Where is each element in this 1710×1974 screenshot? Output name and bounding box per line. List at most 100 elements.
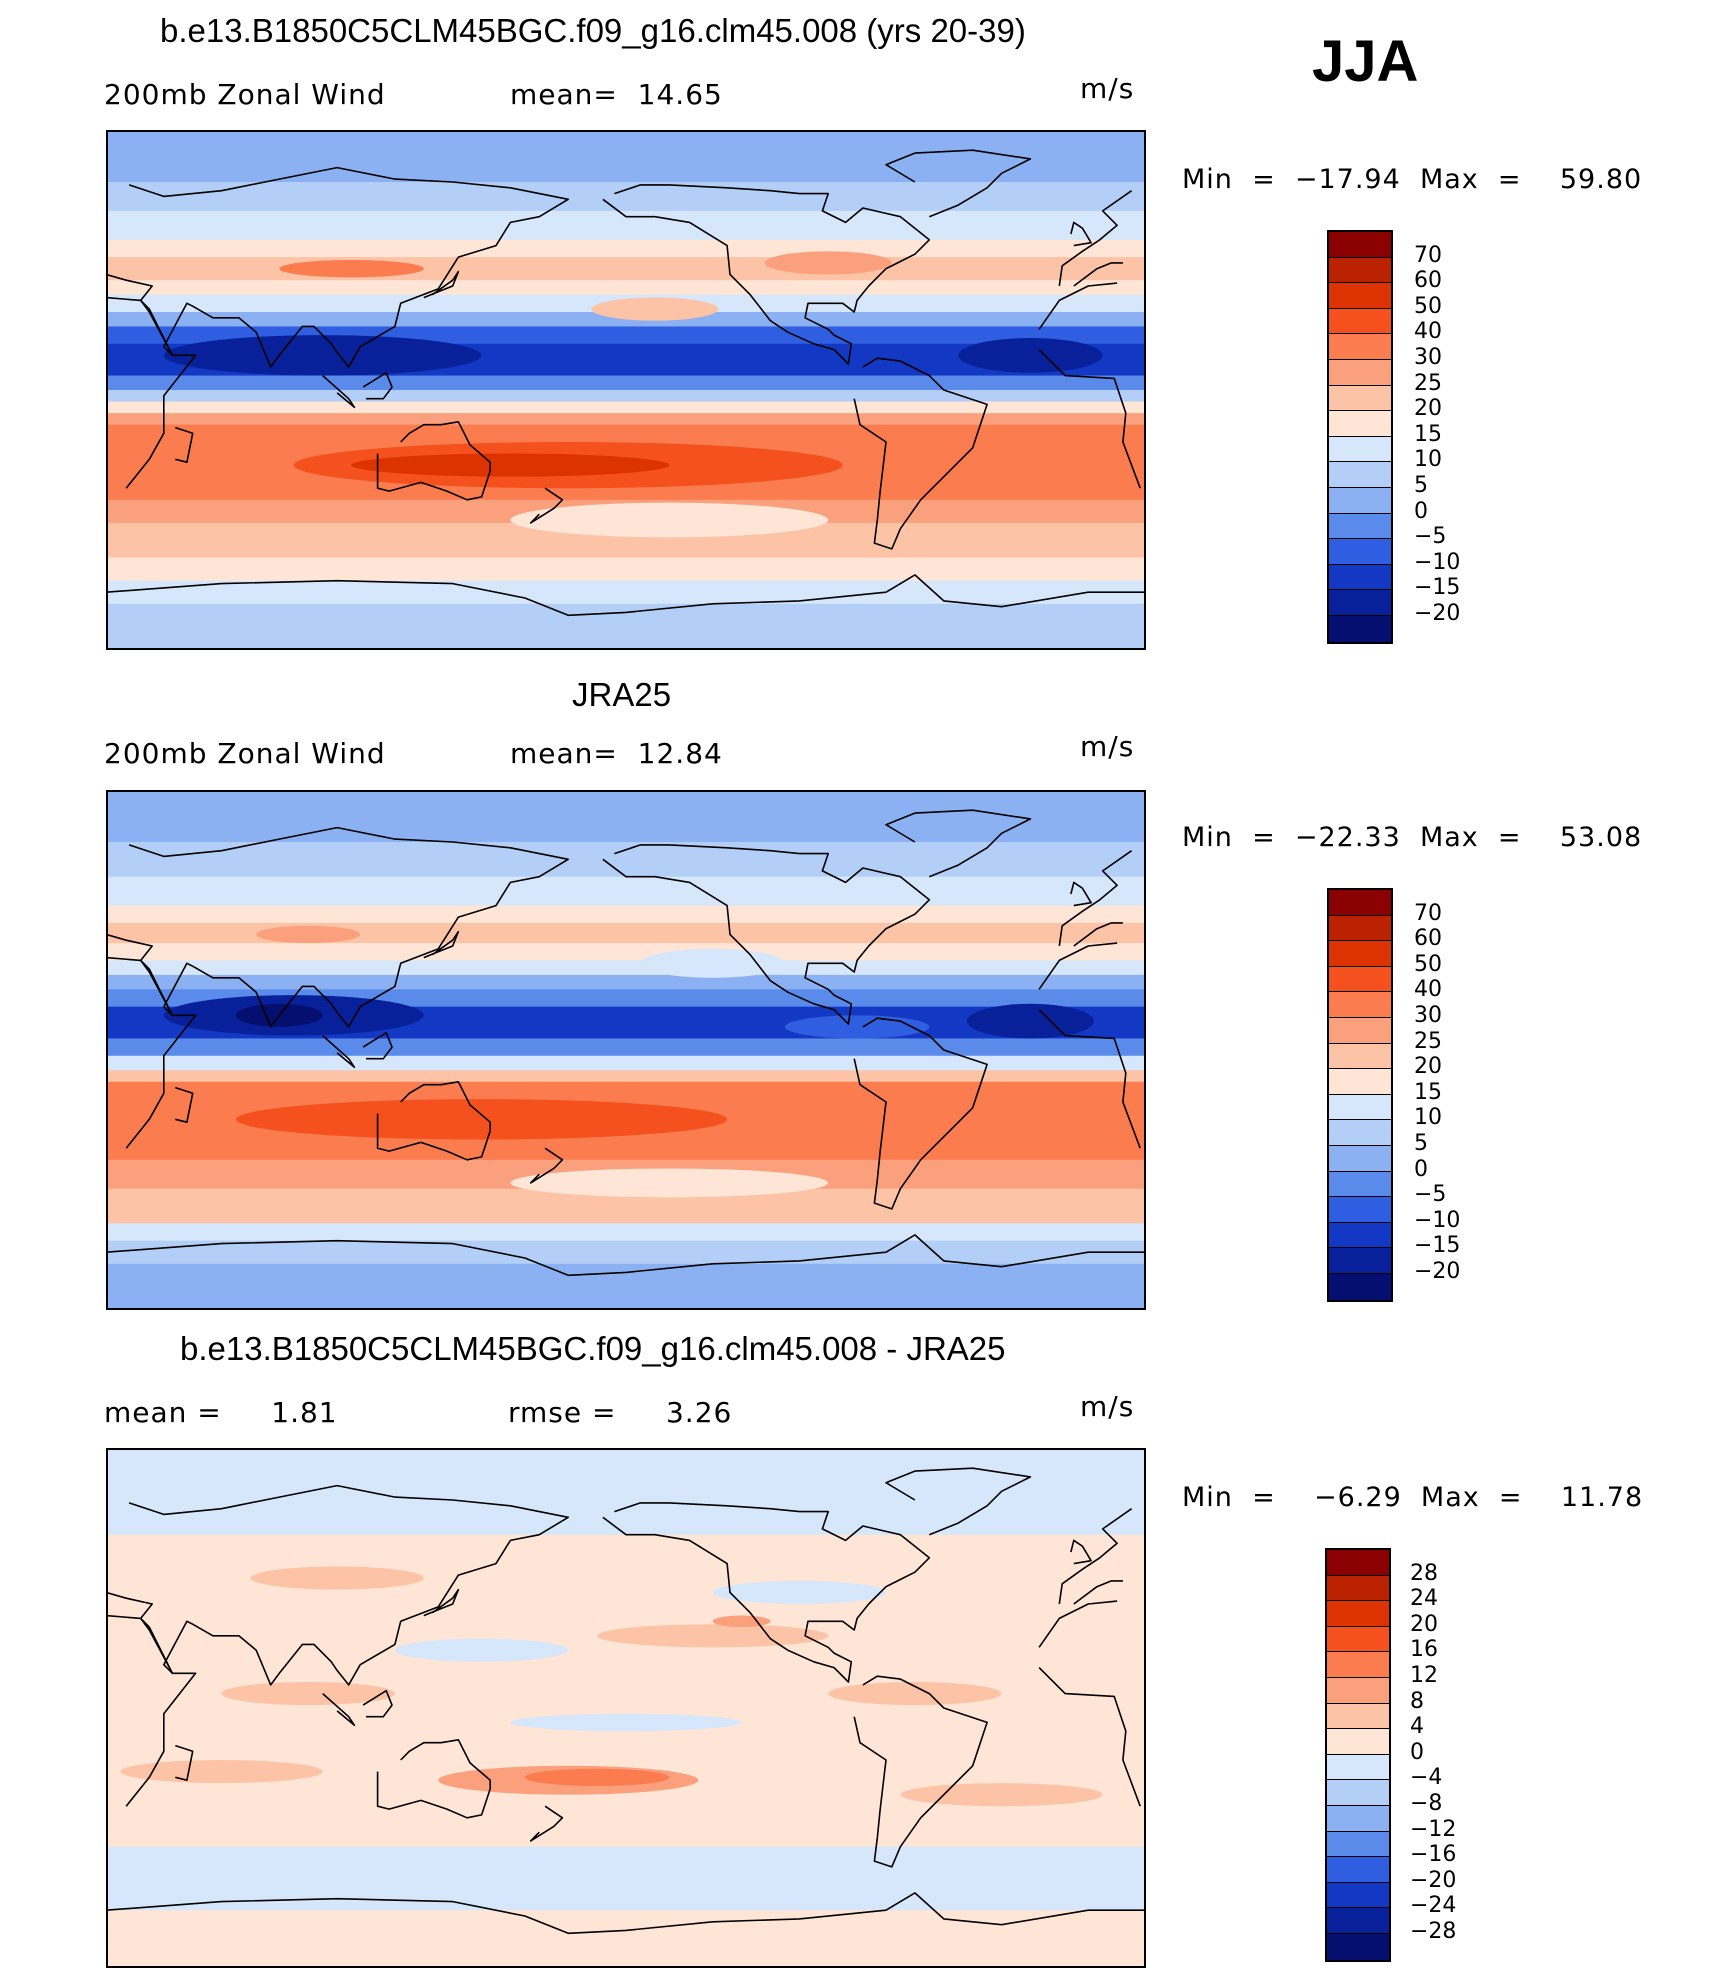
wind-feature	[351, 453, 670, 477]
colorbar-swatch	[1329, 283, 1391, 309]
colorbar-tick-label: 15	[1414, 421, 1442, 447]
coastline	[322, 375, 356, 409]
colorbar-tick-label: −24	[1410, 1893, 1457, 1919]
season-label: JJA	[1312, 29, 1419, 94]
coastline	[1058, 190, 1133, 287]
colorbar-swatch	[1327, 1601, 1389, 1627]
wind-feature	[640, 948, 785, 978]
panel-title: b.e13.B1850C5CLM45BGC.f09_g16.clm45.008 …	[180, 1330, 1006, 1367]
min-max-label: Min = −17.94 Max = 59.80	[1182, 164, 1643, 195]
map-model	[106, 130, 1146, 650]
map-frame	[106, 1448, 1146, 1968]
wind-band	[106, 182, 1146, 212]
coastline	[106, 1234, 1146, 1277]
colorbar-tick-label: 60	[1414, 926, 1442, 952]
colorbar-swatch	[1329, 590, 1391, 616]
colorbar-swatch	[1329, 1197, 1391, 1223]
mean-label: mean= 12.84	[510, 737, 723, 770]
colorbar-tick-label: 0	[1414, 1156, 1428, 1182]
wind-feature	[597, 1624, 829, 1648]
map-frame	[106, 790, 1146, 1310]
colorbar-tick-label: 5	[1414, 1131, 1428, 1156]
rmse-label: rmse = 3.26	[508, 1396, 733, 1429]
wind-feature	[828, 1682, 1002, 1706]
colorbar-swatch	[1329, 564, 1391, 591]
wind-band	[106, 1070, 1146, 1083]
coastline	[1038, 282, 1118, 330]
coastline	[1070, 221, 1092, 247]
wind-band	[106, 401, 1146, 414]
coastline	[376, 420, 492, 501]
wind-band	[106, 842, 1146, 878]
wind-feature	[510, 1168, 829, 1198]
colorbar-swatch	[1327, 1908, 1389, 1934]
colorbar-swatch	[1329, 890, 1391, 916]
wind-feature	[900, 1783, 1103, 1807]
wind-feature	[712, 1615, 771, 1628]
colorbar-tick-label: 70	[1414, 900, 1442, 926]
colorbar-swatch	[1327, 1857, 1389, 1883]
colorbar-swatch	[1329, 462, 1391, 488]
colorbar-swatch	[1329, 308, 1391, 335]
units-label: m/s	[1080, 730, 1135, 763]
coastline	[853, 1675, 988, 1868]
wind-band	[106, 960, 1146, 976]
wind-band	[106, 280, 1146, 296]
colorbar-swatch	[1329, 1222, 1391, 1249]
wind-feature	[120, 1760, 323, 1784]
wind-band	[106, 312, 1146, 327]
coastline	[1058, 1508, 1133, 1605]
colorbar-swatch	[1327, 1780, 1389, 1806]
colorbar-tick-label: 10	[1414, 1105, 1442, 1131]
colorbar-swatch	[1329, 513, 1391, 540]
coastline	[1073, 1580, 1123, 1605]
colorbar-swatch	[1329, 1273, 1391, 1300]
colorbar-swatch	[1329, 966, 1391, 993]
wind-band	[106, 1910, 1146, 1968]
colorbar-swatch	[1327, 1703, 1389, 1730]
coastline	[175, 1744, 194, 1782]
colorbar-tick-label: 70	[1414, 242, 1442, 268]
colorbar-tick-label: 5	[1414, 473, 1428, 498]
colorbar-swatch	[1327, 1677, 1389, 1704]
wind-feature	[784, 1015, 930, 1039]
colorbar-tick-label: 25	[1414, 1028, 1442, 1054]
colorbar-swatch	[1329, 992, 1391, 1018]
wind-band	[106, 1038, 1146, 1057]
coastline	[529, 487, 564, 524]
coastline	[1070, 881, 1092, 907]
coastline	[106, 826, 570, 1028]
coastline	[106, 166, 570, 368]
colorbar-tick-label: −20	[1414, 601, 1461, 626]
colorbar	[1327, 230, 1393, 644]
coastline	[529, 1805, 564, 1842]
coastline	[885, 1467, 1032, 1536]
panel-title: JRA25	[572, 676, 672, 713]
wind-feature	[235, 1099, 728, 1140]
coastline	[1038, 1009, 1141, 1149]
colorbar-swatch	[1329, 411, 1391, 437]
min-max-label: Min = −6.29 Max = 11.78	[1182, 1482, 1644, 1513]
units-label: m/s	[1080, 72, 1135, 105]
wind-band	[106, 413, 1146, 426]
coastline	[175, 426, 194, 464]
colorbar-swatch	[1329, 615, 1391, 642]
colorbar-swatch	[1327, 1729, 1389, 1755]
wind-feature	[524, 1768, 670, 1786]
wind-band	[106, 375, 1146, 391]
wind-band	[106, 557, 1146, 582]
colorbar-swatch	[1329, 257, 1391, 284]
wind-feature	[966, 1003, 1094, 1039]
map-observations	[106, 790, 1146, 1310]
colorbar-swatch	[1329, 1069, 1391, 1095]
colorbar-swatch	[1327, 1805, 1389, 1832]
colorbar-swatch	[1329, 915, 1391, 942]
colorbar-swatch	[1329, 334, 1391, 360]
coastline	[853, 357, 988, 550]
colorbar-tick-label: 50	[1414, 293, 1442, 319]
wind-feature	[510, 1713, 742, 1732]
colorbar-tick-label: −4	[1410, 1765, 1443, 1791]
coastline	[885, 809, 1032, 878]
colorbar-tick-label: −15	[1414, 575, 1461, 601]
colorbar-tick-label: −16	[1410, 1842, 1457, 1868]
